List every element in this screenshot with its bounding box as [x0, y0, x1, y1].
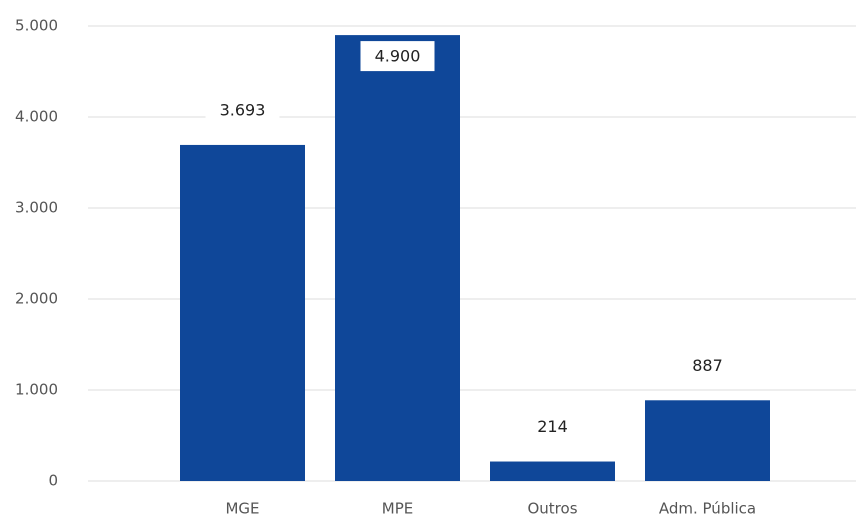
y-tick-label: 5.000	[15, 17, 58, 35]
x-tick-label: MPE	[382, 500, 413, 518]
x-tick-label: Adm. Pública	[659, 500, 756, 518]
data-label: 4.900	[375, 47, 421, 66]
data-label: 3.693	[220, 100, 266, 119]
data-label-box	[670, 350, 745, 381]
bar	[490, 461, 615, 481]
data-label-box	[205, 94, 280, 125]
data-label: 214	[537, 417, 568, 436]
y-tick-label: 1.000	[15, 381, 58, 399]
bar	[180, 144, 305, 481]
y-tick-label: 2.000	[15, 290, 58, 308]
data-label-box	[515, 411, 590, 442]
data-label: 887	[692, 356, 723, 375]
x-tick-label: Outros	[527, 500, 577, 518]
y-tick-label: 0	[48, 472, 58, 490]
bar	[645, 400, 770, 481]
y-tick-label: 3.000	[15, 199, 58, 217]
data-label-box	[360, 41, 435, 72]
y-tick-label: 4.000	[15, 108, 58, 126]
bar	[335, 35, 460, 481]
x-tick-label: MGE	[225, 500, 259, 518]
